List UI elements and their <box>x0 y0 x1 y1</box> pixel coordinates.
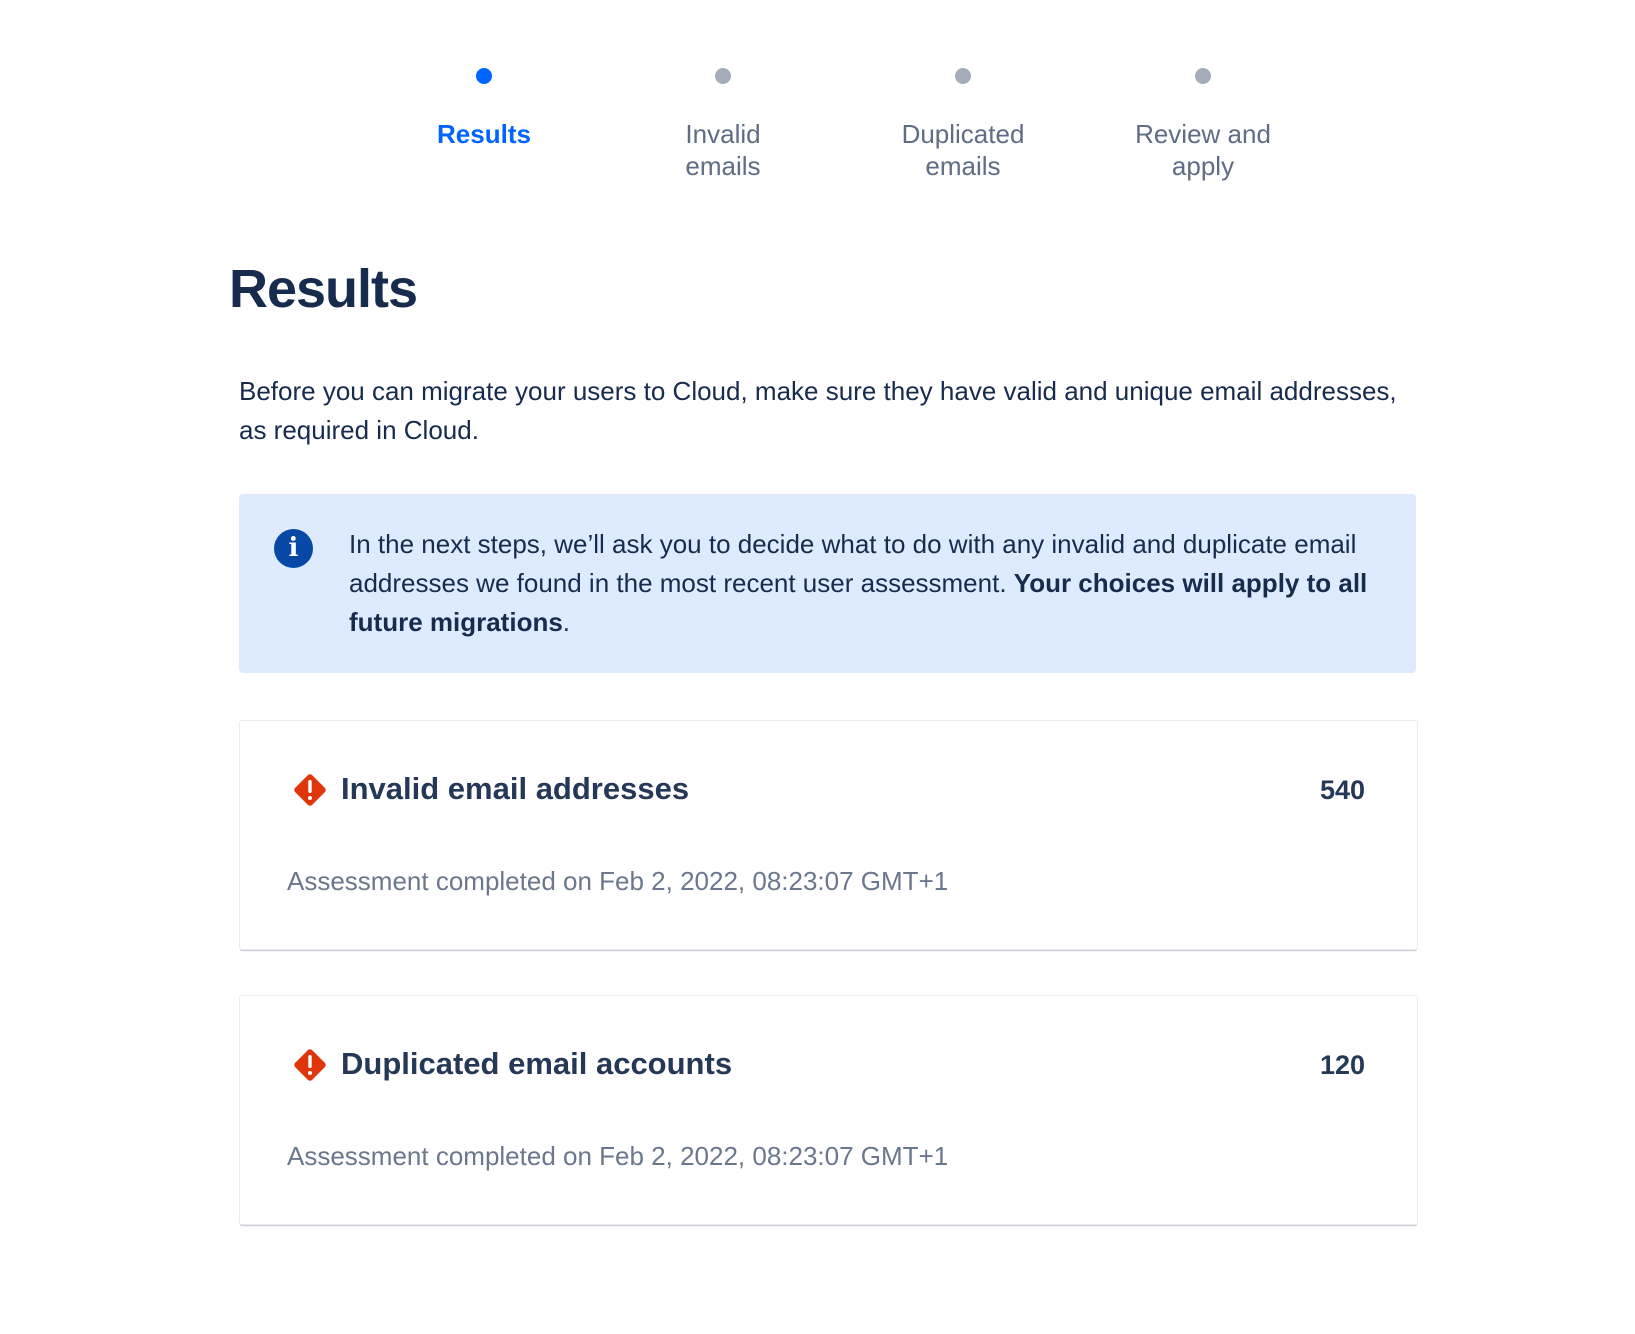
step-review-and-apply[interactable]: Review and apply <box>1083 66 1323 182</box>
step-invalid-emails[interactable]: Invalid emails <box>603 66 843 182</box>
step-label: Review and apply <box>1083 118 1323 182</box>
step-dot-icon <box>715 68 731 84</box>
info-panel <box>239 494 1416 673</box>
info-icon: i <box>274 529 313 568</box>
card-count: 120 <box>1319 1050 1365 1080</box>
card-title: Duplicated email accounts <box>341 1046 733 1081</box>
step-results[interactable]: Results <box>364 66 604 150</box>
step-dot-icon <box>476 68 492 84</box>
info-message: In the next steps, we’ll ask you to deci… <box>349 529 1357 598</box>
page-title: Results <box>229 259 418 319</box>
step-dot-icon <box>955 68 971 84</box>
step-dot-icon <box>1195 68 1211 84</box>
step-label-line: apply <box>1171 151 1235 181</box>
step-label-line: Results <box>437 119 531 149</box>
assessment-date: Assessment completed on Feb 2, 2022, 08:… <box>287 866 949 896</box>
info-suffix: . <box>562 607 571 637</box>
step-label-line: emails <box>925 151 1001 181</box>
intro-text: Before you can migrate your users to Clo… <box>239 376 1397 445</box>
duplicated-emails-card[interactable]: Duplicated email accounts 120 Assessment… <box>239 995 1418 1225</box>
warning-icon <box>294 774 326 806</box>
assessment-date: Assessment completed on Feb 2, 2022, 08:… <box>287 1141 949 1171</box>
info-text: In the next steps, we’ll ask you to deci… <box>349 525 1389 642</box>
step-label: Results <box>364 118 604 150</box>
step-label-line: Duplicated <box>901 119 1025 149</box>
card-count: 540 <box>1319 775 1365 805</box>
step-label-line: Invalid <box>685 119 761 149</box>
step-label-line: emails <box>685 151 761 181</box>
info-emphasis: Your choices will apply to all future mi… <box>349 568 1368 637</box>
step-label: Duplicated emails <box>843 118 1083 182</box>
card-title: Invalid email addresses <box>341 771 690 806</box>
step-label: Invalid emails <box>603 118 843 182</box>
step-label-line: Review and <box>1135 119 1271 149</box>
warning-icon <box>294 1049 326 1081</box>
step-duplicated-emails[interactable]: Duplicated emails <box>843 66 1083 182</box>
invalid-emails-card[interactable]: Invalid email addresses 540 Assessment c… <box>239 720 1418 950</box>
